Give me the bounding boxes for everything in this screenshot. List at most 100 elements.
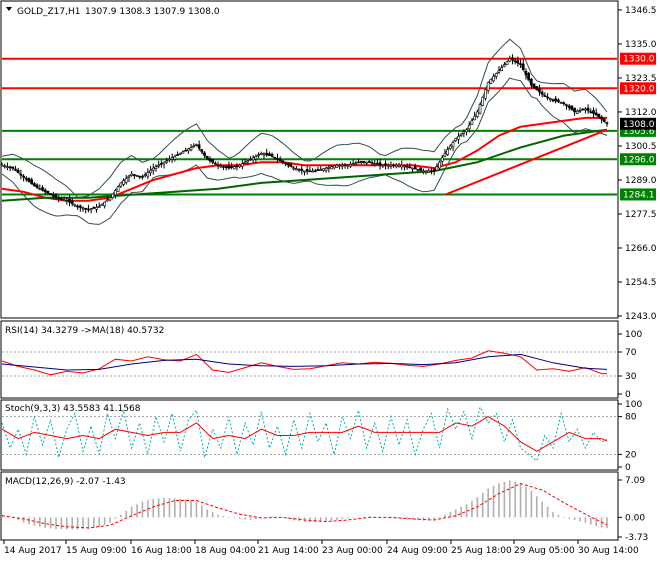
macd-histogram-bar — [363, 516, 365, 518]
candle-body — [538, 88, 541, 93]
candle-body — [330, 166, 333, 170]
candle-body — [605, 122, 609, 125]
candle-body — [27, 178, 31, 182]
y-tick-label: 1266.0 — [625, 244, 657, 254]
candle-body — [57, 197, 61, 200]
candle-body — [219, 165, 223, 168]
candle-body — [378, 162, 382, 166]
candle-body — [70, 200, 74, 204]
macd-histogram-bar — [136, 504, 138, 518]
candle-body — [103, 201, 106, 207]
candle-body — [446, 149, 449, 155]
symbol-label: GOLD_Z17,H1 — [17, 7, 80, 17]
candle-body — [416, 169, 420, 171]
macd-histogram-bar — [433, 517, 435, 521]
macd-histogram-bar — [336, 517, 338, 520]
macd-histogram-bar — [465, 504, 468, 518]
candle-body — [465, 129, 468, 132]
macd-histogram-bar — [346, 517, 349, 519]
candle-body — [316, 169, 320, 171]
macd-histogram-bar — [481, 492, 484, 518]
candle-body — [8, 166, 12, 169]
candle-body — [79, 205, 82, 208]
candle-body — [438, 161, 441, 169]
candle-body — [38, 188, 42, 191]
upper-band — [1, 38, 608, 198]
macd-histogram-bar — [508, 480, 511, 518]
candle-body — [454, 138, 458, 141]
candle-body — [311, 170, 314, 173]
ma-red-line — [1, 116, 607, 202]
candle-body — [151, 167, 155, 171]
candle-body — [594, 112, 598, 116]
level-label: 1330.0 — [623, 55, 655, 65]
candle-body — [341, 164, 344, 167]
macd-histogram-bar — [519, 482, 522, 518]
candle-body — [459, 133, 463, 136]
macd-histogram-bar — [368, 516, 371, 518]
x-tick-label: 18 Aug 04:00 — [195, 546, 256, 556]
candle-body — [68, 198, 71, 203]
candle-body — [386, 164, 390, 167]
candle-body — [600, 116, 603, 120]
candle-body — [300, 168, 304, 171]
macd-histogram-bar — [125, 510, 128, 518]
candle-body — [335, 164, 339, 168]
candle-body — [521, 63, 525, 71]
candle-body — [586, 107, 590, 111]
candle-body — [462, 131, 466, 134]
x-tick-label: 21 Aug 14:00 — [258, 546, 319, 556]
macd-histogram-bar — [103, 517, 106, 525]
candle-body — [314, 170, 317, 172]
candle-body — [467, 124, 471, 130]
macd-histogram-bar — [449, 512, 452, 518]
candle-body — [411, 167, 414, 170]
candle-body — [87, 208, 90, 211]
candle-body — [368, 161, 371, 163]
macd-histogram-bar — [49, 517, 52, 529]
macd-histogram-bar — [546, 506, 549, 518]
candle-body — [565, 104, 568, 107]
y-tick-label: 1277.5 — [625, 210, 657, 220]
candle-body — [200, 149, 204, 153]
stoch-panel[interactable] — [0, 399, 619, 471]
candle-body — [281, 160, 285, 163]
macd-histogram-bar — [174, 498, 176, 518]
macd-histogram-bar — [222, 516, 225, 518]
candle-body — [176, 154, 179, 156]
candle-body — [130, 173, 133, 176]
candle-body — [184, 149, 187, 152]
candle-body — [381, 164, 385, 167]
dropdown-arrow-icon[interactable] — [6, 7, 12, 11]
macd-histogram-bar — [276, 516, 279, 518]
candle-body — [65, 200, 69, 202]
ma-green-line — [1, 128, 608, 202]
candle-body — [97, 206, 101, 208]
candle-body — [508, 58, 512, 62]
candle-body — [376, 162, 379, 165]
macd-histogram-bar — [552, 512, 554, 518]
candle-body — [95, 207, 98, 210]
macd-histogram-bar — [55, 517, 57, 529]
macd-histogram-bar — [325, 517, 327, 522]
macd-histogram-bar — [168, 498, 171, 518]
candle-body — [354, 162, 358, 165]
macd-histogram-bar — [195, 501, 198, 518]
macd-histogram-bar — [130, 506, 133, 518]
candle-body — [30, 179, 34, 184]
candle-body — [189, 147, 193, 151]
candle-body — [49, 193, 52, 196]
macd-histogram-bar — [233, 517, 236, 519]
candle-body — [570, 105, 574, 111]
x-tick-label: 16 Aug 18:00 — [131, 546, 192, 556]
candle-body — [11, 166, 15, 169]
macd-histogram-bar — [438, 517, 441, 518]
macd-histogram-bar — [514, 481, 516, 518]
candle-body — [154, 166, 158, 169]
macd-histogram-bar — [427, 517, 430, 521]
candle-body — [532, 83, 536, 88]
candle-body — [551, 99, 555, 102]
stoch-line-1 — [1, 416, 608, 452]
candle-body — [500, 67, 503, 71]
rsi-panel[interactable] — [0, 320, 619, 399]
